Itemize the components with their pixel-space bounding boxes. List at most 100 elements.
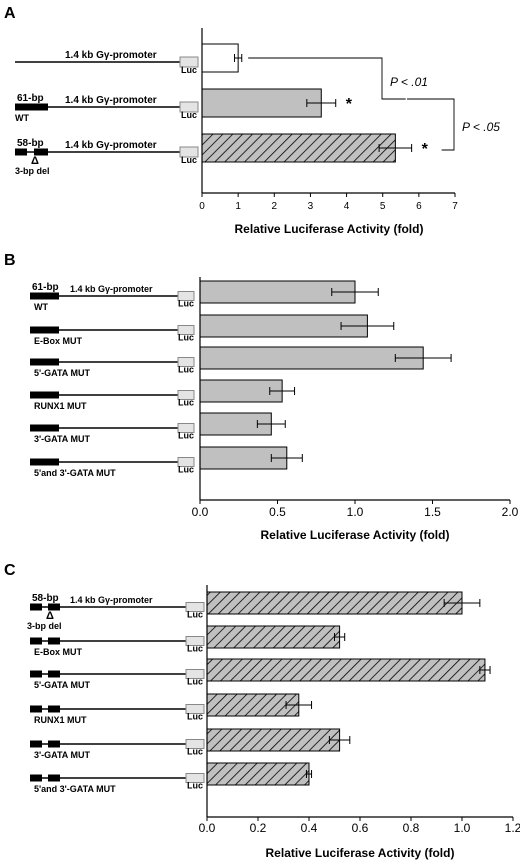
regulatory-element-block [30,292,59,300]
p-value-label: P < .01 [390,75,428,89]
luc-label: Luc [187,610,203,620]
x-tick-label: 0.8 [403,821,420,835]
x-tick-label: 0.5 [269,505,286,519]
x-tick-label: 0.0 [192,505,209,519]
luciferase-box [177,423,195,433]
regulatory-element-block [48,774,60,782]
regulatory-element-block [30,458,59,466]
bar [201,133,396,163]
bar [206,762,310,786]
bar [199,346,424,370]
construct-label-below: 5'-GATA MUT [34,368,90,378]
x-tick-label: 2.0 [502,505,519,519]
regulatory-element-block [34,148,48,156]
regulatory-element-block [30,391,59,399]
panel-a: A Luc 1.4 kb Gγ-promoter Luc 1.4 kb Gγ-prom… [4,5,500,236]
luciferase-box [177,457,195,467]
construct-label-below: WT [15,113,29,123]
x-tick-label: 1.2 [505,821,520,835]
bar [206,591,463,615]
promoter-label: 1.4 kb Gγ-promoter [70,595,153,605]
luc-label: Luc [187,781,203,791]
promoter-label: 1.4 kb Gγ-promoter [65,50,157,61]
construct-label-below: 5'and 3'-GATA MUT [34,468,116,478]
luc-label: Luc [187,644,203,654]
construct-label-below: 3'-GATA MUT [34,434,90,444]
x-tick-label: 1 [235,201,241,212]
x-tick-label: 0.2 [250,821,267,835]
bar [206,625,341,649]
luciferase-box [179,146,199,158]
luc-label: Luc [178,365,194,375]
regulatory-element-block [30,774,42,782]
construct-label-below: RUNX1 MUT [34,715,87,725]
luciferase-box [185,739,205,749]
regulatory-element-block [30,358,59,366]
luciferase-box [179,56,199,68]
significance-marker: * [422,141,429,158]
construct-label-below: 5'and 3'-GATA MUT [34,784,116,794]
regulatory-element-block [30,740,42,748]
x-tick-label: 4 [344,201,350,212]
panel-c: C Luc 1.4 kb Gγ-promoter 58-bp Δ3-bp del Luc… [4,562,520,860]
regulatory-element-block [30,670,42,678]
construct-label-below: E-Box MUT [34,336,82,346]
construct-label-above: 61-bp [32,282,59,293]
x-tick-label: 0.4 [301,821,318,835]
regulatory-element-block [48,603,60,611]
luciferase-box [185,669,205,679]
luciferase-box [185,773,205,783]
deletion-marker: Δ [46,610,54,622]
construct-label-above: 58-bp [32,593,59,604]
construct-label-above: 58-bp [17,138,44,149]
regulatory-element-block [30,326,59,334]
regulatory-element-block [30,637,42,645]
luciferase-box [177,357,195,367]
construct-label-below: RUNX1 MUT [34,401,87,411]
x-axis-label-a: Relative Luciferase Activity (fold) [235,222,424,236]
regulatory-element-block [30,705,42,713]
regulatory-element-block [15,103,48,111]
x-axis-label-b: Relative Luciferase Activity (fold) [261,528,450,542]
bracket-spacer [382,93,421,99]
bar [206,728,341,752]
x-tick-label: 1.0 [347,505,364,519]
x-tick-label: 0 [199,201,205,212]
p-value-label: P < .05 [462,120,500,134]
luc-label: Luc [187,747,203,757]
construct-label-below: 3-bp del [15,166,50,176]
x-tick-label: 2 [272,201,278,212]
regulatory-element-block [30,424,59,432]
regulatory-element-block [15,148,27,156]
x-tick-label: 1.0 [454,821,471,835]
luc-label: Luc [187,677,203,687]
x-tick-label: 6 [416,201,422,212]
construct-label-below: 3-bp del [27,621,62,631]
significance-marker: * [346,96,353,113]
promoter-label: 1.4 kb Gγ-promoter [65,140,157,151]
regulatory-element-block [48,670,60,678]
x-tick-label: 0.0 [199,821,216,835]
luciferase-box [185,636,205,646]
construct-label-below: 5'-GATA MUT [34,680,90,690]
regulatory-element-block [48,740,60,748]
significance-bracket [407,98,455,151]
regulatory-element-block [48,705,60,713]
luc-label: Luc [178,431,194,441]
x-tick-label: 1.5 [424,505,441,519]
panel-label-a: A [4,5,16,22]
significance-bracket [248,57,406,100]
luc-label: Luc [181,110,197,120]
luciferase-box [177,325,195,335]
luc-label: Luc [181,155,197,165]
promoter-label: 1.4 kb Gγ-promoter [70,284,153,294]
luciferase-box [185,602,205,612]
panel-label-c: C [4,562,16,579]
bar [206,658,486,682]
deletion-marker: Δ [31,155,39,167]
luciferase-box [185,704,205,714]
bar [201,88,322,118]
x-tick-label: 5 [380,201,386,212]
luc-label: Luc [178,299,194,309]
